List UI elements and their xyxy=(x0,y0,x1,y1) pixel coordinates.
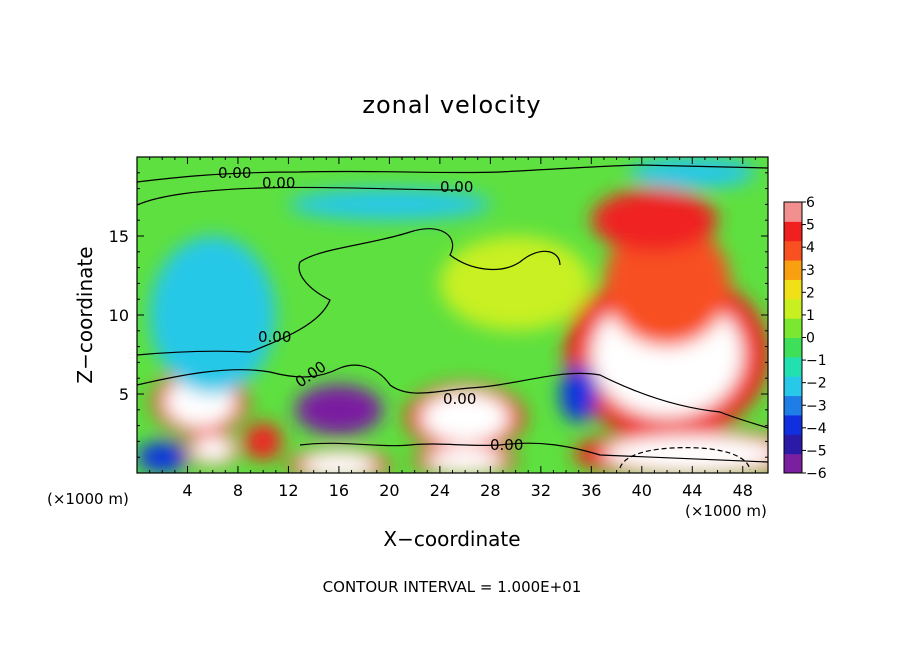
contour-label: 0.00 xyxy=(262,174,295,192)
heatmap-feature xyxy=(192,436,233,462)
colorbar-swatch xyxy=(784,414,802,435)
colorbar-swatch xyxy=(784,356,802,377)
x-tick-label: 28 xyxy=(480,481,500,500)
x-tick-label: 24 xyxy=(430,481,450,500)
heatmap-feature xyxy=(149,236,276,394)
x-axis-ticks xyxy=(149,157,756,473)
heatmap-feature xyxy=(427,447,503,473)
colorbar-tick-label: 0 xyxy=(806,331,815,347)
colorbar-tick-label: 1 xyxy=(806,308,815,324)
colorbar-swatch xyxy=(784,376,802,397)
contour-label: 0.00 xyxy=(440,178,473,196)
heatmap-feature xyxy=(137,441,188,473)
x-tick-label: 40 xyxy=(632,481,652,500)
heatmap-feature xyxy=(439,236,592,331)
contour-line-zero-upper xyxy=(136,186,461,206)
contour-line-zero-top xyxy=(136,164,769,183)
heatmap-feature xyxy=(603,220,731,347)
heatmap-feature xyxy=(420,392,510,443)
colorbar-tick-label: 3 xyxy=(806,263,815,279)
colorbar-swatch xyxy=(784,395,802,416)
contour-line-zero-lower xyxy=(136,364,769,429)
heatmap-feature xyxy=(603,435,768,473)
heatmap-feature xyxy=(288,188,491,221)
contour-label: 0.00 xyxy=(218,164,251,182)
y-axis-label: Z−coordinate xyxy=(73,246,97,383)
colorbar-tick-label: 2 xyxy=(806,285,815,301)
contour-label: 0.00 xyxy=(443,390,476,408)
x-unit-note-right: (×1000 m) xyxy=(685,502,767,520)
x-tick-label: 44 xyxy=(682,481,702,500)
contour-interval-text: CONTOUR INTERVAL = 1.000E+01 xyxy=(323,578,582,596)
colorbar-swatch xyxy=(784,453,802,474)
colorbar-tick-label: −2 xyxy=(806,376,827,392)
colorbar-tick-label: −1 xyxy=(806,353,827,369)
colorbar-swatch xyxy=(784,434,802,455)
colorbar-swatch xyxy=(784,318,802,338)
x-axis-label: X−coordinate xyxy=(383,527,520,551)
y-tick-label: 15 xyxy=(109,227,129,246)
heatmap-feature xyxy=(294,384,384,436)
contour-line-dashed xyxy=(619,447,751,471)
contour-labels: 0.00 0.00 0.00 0.00 0.00 0.00 0.00 xyxy=(218,164,523,454)
colorbar-tick-label: −5 xyxy=(806,443,827,459)
colorbar-swatch xyxy=(784,240,802,261)
heatmap-feature xyxy=(244,422,283,461)
x-tick-label: 32 xyxy=(531,481,551,500)
x-tick-label: 16 xyxy=(329,481,349,500)
colorbar-swatch xyxy=(784,260,802,280)
colorbar-swatch xyxy=(784,298,802,319)
x-tick-label: 12 xyxy=(278,481,298,500)
x-tick-label: 36 xyxy=(581,481,601,500)
contour-lines xyxy=(136,164,769,471)
contour-line-zero-bottom xyxy=(299,442,769,463)
heatmap-feature xyxy=(559,365,598,423)
colorbar-swatch xyxy=(784,337,802,358)
x-axis-tick-labels: 4 8 12 16 20 24 28 32 36 40 44 48 xyxy=(182,481,753,500)
y-axis-tick-labels: 5 10 15 xyxy=(109,227,129,404)
y-tick-label: 5 xyxy=(119,385,129,404)
x-tick-label: 20 xyxy=(379,481,399,500)
colorbar-tick-label: −4 xyxy=(806,421,827,437)
colorbar-tick-label: −3 xyxy=(806,398,827,414)
x-tick-label: 48 xyxy=(733,481,753,500)
contour-label: 0.00 xyxy=(490,436,523,454)
colorbar-swatch xyxy=(784,202,802,222)
colorbar-tick-labels: 6 5 4 3 2 1 0 −1 −2 −3 −4 −5 −6 xyxy=(806,195,827,482)
colorbar-tick-label: 5 xyxy=(806,218,815,234)
heatmap-feature xyxy=(301,452,377,473)
y-axis-ticks xyxy=(137,172,768,458)
contour-label: 0.00 xyxy=(258,328,291,346)
contour-line-zero-middle xyxy=(136,228,561,356)
colorbar-swatch xyxy=(784,279,802,300)
plot-area xyxy=(137,157,768,473)
chart-title: zonal velocity xyxy=(362,91,541,119)
x-tick-label: 8 xyxy=(233,481,243,500)
colorbar-swatch xyxy=(784,221,802,242)
colorbar-tick-label: 4 xyxy=(806,240,815,256)
colorbar-tick-label: −6 xyxy=(806,466,827,482)
x-tick-label: 4 xyxy=(182,481,192,500)
x-unit-note-left: (×1000 m) xyxy=(47,490,129,508)
heatmap-feature xyxy=(591,188,718,252)
y-tick-label: 10 xyxy=(109,306,129,325)
colorbar xyxy=(783,201,806,474)
colorbar-tick-label: 6 xyxy=(806,195,815,211)
